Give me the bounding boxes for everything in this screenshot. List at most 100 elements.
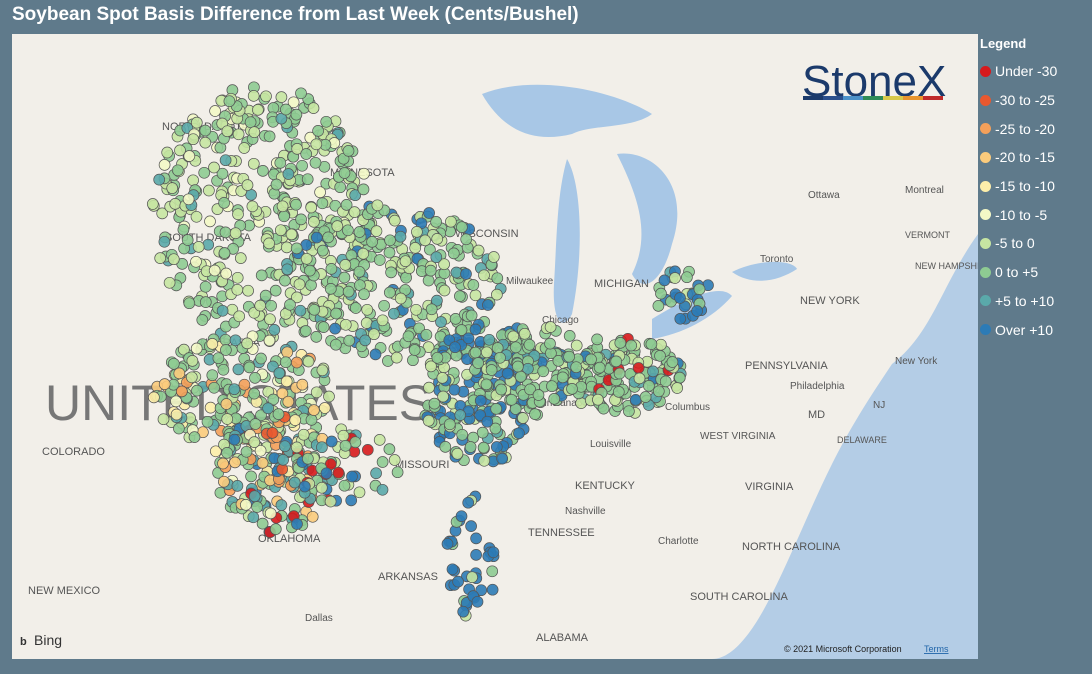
site-marker (320, 115, 333, 128)
site-marker (170, 408, 183, 421)
site-marker (182, 193, 195, 206)
legend-swatch (980, 65, 991, 77)
site-marker (300, 252, 313, 265)
site-marker (296, 378, 309, 391)
site-marker (501, 367, 514, 380)
site-marker (394, 292, 407, 305)
site-marker (161, 146, 174, 159)
site-marker (251, 501, 263, 513)
site-marker (378, 299, 390, 312)
place-label: Dallas (305, 613, 333, 624)
legend-item[interactable]: -5 to 0 (980, 229, 1057, 258)
site-marker (674, 312, 687, 325)
site-marker (300, 148, 313, 160)
site-marker (204, 401, 217, 414)
site-marker (291, 291, 303, 304)
site-marker (491, 288, 503, 301)
legend-item[interactable]: -15 to -10 (980, 172, 1057, 201)
site-marker (279, 274, 291, 287)
site-marker (320, 467, 333, 480)
site-marker (425, 360, 437, 373)
site-marker (353, 265, 366, 278)
site-marker (339, 259, 352, 271)
site-marker (507, 330, 520, 343)
site-marker (478, 269, 490, 282)
site-marker (154, 252, 167, 264)
site-marker (409, 242, 422, 254)
site-marker (274, 157, 287, 169)
legend-swatch (980, 123, 991, 135)
site-marker (454, 409, 467, 421)
site-marker (645, 338, 658, 350)
site-marker (632, 362, 645, 374)
place-label: MD (808, 409, 825, 421)
site-marker (264, 313, 276, 326)
site-marker (308, 404, 320, 416)
site-marker (198, 166, 211, 179)
place-label: COLORADO (42, 446, 105, 458)
site-marker (201, 415, 214, 428)
site-marker (623, 405, 635, 418)
site-marker (203, 184, 215, 197)
site-marker (304, 264, 316, 277)
site-marker (575, 397, 587, 409)
site-marker (302, 452, 314, 465)
site-marker (183, 297, 196, 310)
site-marker (325, 263, 338, 275)
legend-item[interactable]: 0 to +5 (980, 258, 1057, 287)
legend-item[interactable]: -30 to -25 (980, 86, 1057, 115)
site-marker (480, 378, 493, 391)
site-marker (474, 394, 487, 407)
site-marker (469, 323, 482, 336)
site-marker (349, 436, 362, 449)
site-marker (310, 386, 323, 399)
legend-item[interactable]: Under -30 (980, 57, 1057, 86)
site-marker (330, 307, 342, 320)
site-marker (490, 403, 503, 415)
site-marker (305, 201, 318, 214)
legend-item[interactable]: -25 to -20 (980, 114, 1057, 143)
site-marker (681, 271, 693, 284)
site-marker (248, 490, 261, 503)
site-marker (491, 272, 504, 285)
site-marker (494, 351, 506, 364)
site-marker (629, 394, 642, 406)
site-marker (669, 272, 681, 284)
site-marker (430, 216, 442, 228)
site-marker (157, 413, 170, 426)
site-marker (255, 352, 267, 365)
site-marker (252, 104, 264, 116)
place-label: Toronto (760, 254, 794, 265)
site-marker (476, 426, 489, 439)
legend-item[interactable]: +5 to +10 (980, 287, 1057, 316)
legend-item[interactable]: -20 to -15 (980, 143, 1057, 172)
site-marker (279, 440, 291, 453)
site-marker (330, 338, 342, 351)
site-marker (471, 595, 484, 608)
site-marker (171, 164, 184, 177)
site-marker (263, 130, 276, 143)
terms-link[interactable]: Terms (924, 644, 949, 654)
legend-label: Over +10 (995, 321, 1053, 338)
site-marker (369, 348, 382, 361)
site-marker (188, 431, 201, 443)
site-marker (441, 538, 454, 550)
site-marker (477, 441, 490, 454)
site-marker (305, 414, 318, 426)
legend-item[interactable]: -10 to -5 (980, 200, 1057, 229)
site-marker (469, 289, 482, 302)
site-marker (146, 198, 159, 210)
site-marker (655, 287, 667, 300)
legend-item[interactable]: Over +10 (980, 315, 1057, 344)
site-marker (249, 418, 262, 430)
site-marker (317, 321, 330, 333)
map[interactable]: NORTH DAKOTAMINNESOTASOUTH DAKOTAWISCONS… (12, 34, 978, 659)
site-marker (353, 486, 366, 499)
site-marker (373, 254, 386, 266)
site-marker (570, 339, 583, 352)
site-marker (544, 337, 556, 350)
site-marker (597, 402, 610, 415)
site-marker (204, 215, 216, 228)
site-marker (272, 408, 285, 420)
site-marker (643, 380, 655, 392)
